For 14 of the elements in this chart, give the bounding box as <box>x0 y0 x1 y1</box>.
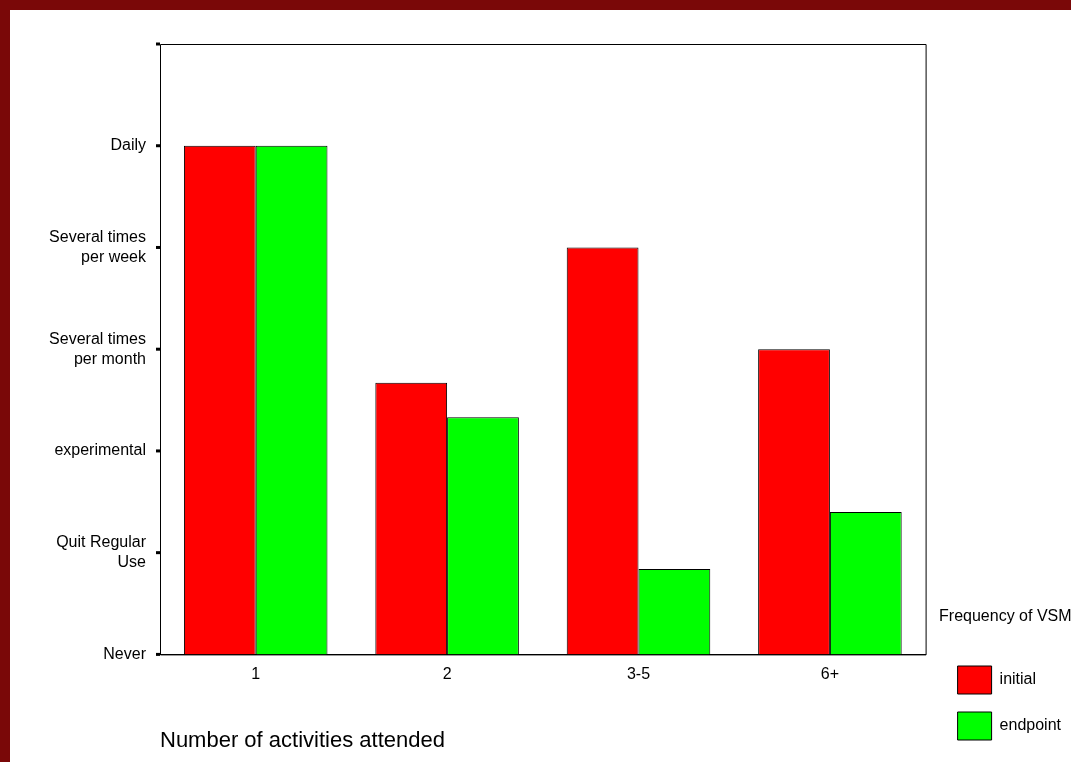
x-tick-label: 6+ <box>820 665 840 683</box>
text: experimental <box>54 441 146 459</box>
x-tick-label: 2 <box>442 665 452 683</box>
x-tick-label: 1 <box>251 665 261 683</box>
legend-label: endpoint <box>999 716 1062 734</box>
x-tick-label: 3-5 <box>626 665 651 683</box>
text: Never <box>103 644 147 662</box>
x-axis-title: Number of activities attended <box>160 726 445 752</box>
legend-title: Frequency of VSM <box>939 607 1071 625</box>
legend-label: initial <box>999 670 1037 688</box>
text: Several times per week <box>49 227 147 265</box>
text: Daily <box>110 136 146 154</box>
text: Quit Regular Use <box>56 533 147 571</box>
text: Several times per month <box>49 329 146 367</box>
